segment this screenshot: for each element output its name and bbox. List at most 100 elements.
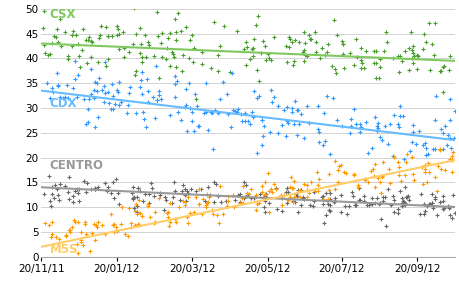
Point (394, 122, 401, 126)
Point (191, 189, 199, 194)
Point (447, 145, 454, 150)
Point (389, 198, 397, 202)
Point (57, 44, 64, 48)
Point (130, 6, 138, 11)
Point (171, 188, 179, 193)
Point (268, 99, 275, 104)
Point (249, 195, 257, 200)
Point (115, 201, 122, 206)
Point (172, 64, 179, 69)
Point (448, 150, 456, 154)
Point (103, 189, 111, 194)
Point (238, 201, 246, 205)
Point (83, 60, 90, 65)
Point (402, 195, 409, 200)
Point (394, 70, 402, 74)
Point (286, 184, 293, 189)
Point (144, 204, 151, 209)
Point (144, 201, 151, 206)
Point (134, 186, 141, 191)
Point (87, 55, 95, 60)
Point (110, 230, 118, 235)
Point (129, 185, 136, 190)
Point (408, 48, 415, 53)
Point (413, 53, 420, 58)
Point (144, 89, 151, 94)
Point (82, 190, 89, 195)
Point (112, 229, 120, 234)
Point (367, 202, 375, 206)
Point (389, 153, 396, 158)
Point (302, 183, 310, 188)
Point (282, 60, 290, 65)
Point (102, 25, 109, 30)
Point (105, 101, 112, 105)
Point (90, 87, 98, 92)
Point (92, 223, 100, 228)
Point (299, 182, 307, 186)
Point (102, 63, 109, 68)
Point (430, 195, 437, 200)
Point (230, 205, 237, 210)
Point (222, 199, 229, 204)
Point (267, 58, 274, 63)
Point (190, 129, 197, 133)
Point (50, 89, 57, 94)
Point (250, 37, 257, 42)
Point (381, 124, 388, 129)
Point (142, 55, 149, 59)
Point (127, 220, 134, 225)
Point (361, 178, 368, 183)
Point (438, 89, 446, 94)
Point (224, 112, 231, 117)
Point (394, 210, 401, 215)
Point (245, 57, 252, 62)
Point (94, 185, 101, 190)
Point (436, 200, 443, 204)
Point (151, 210, 158, 215)
Point (351, 203, 358, 208)
Point (95, 76, 102, 80)
Point (337, 39, 345, 43)
Point (227, 125, 235, 130)
Point (375, 180, 383, 185)
Point (416, 212, 423, 217)
Point (318, 195, 325, 200)
Point (91, 186, 98, 191)
Point (106, 191, 114, 196)
Point (101, 60, 108, 64)
Text: CENTRO: CENTRO (50, 159, 103, 172)
Point (168, 200, 175, 205)
Point (66, 229, 73, 234)
Point (345, 204, 352, 208)
Point (419, 182, 426, 186)
Point (196, 186, 204, 191)
Point (115, 47, 122, 52)
Point (427, 201, 434, 205)
Point (394, 207, 401, 212)
Point (114, 27, 121, 32)
Point (320, 53, 328, 57)
Point (109, 107, 116, 112)
Point (401, 201, 408, 206)
Point (286, 195, 293, 200)
Point (411, 141, 419, 146)
Point (289, 198, 296, 203)
Point (401, 159, 409, 164)
Point (73, 95, 81, 100)
Point (151, 220, 158, 225)
Point (184, 195, 191, 199)
Point (56, 94, 64, 99)
Point (256, 192, 263, 197)
Point (288, 186, 296, 191)
Point (439, 194, 446, 199)
Point (47, 235, 55, 239)
Point (364, 180, 371, 184)
Point (443, 133, 451, 137)
Point (424, 160, 431, 165)
Point (274, 131, 281, 136)
Point (332, 118, 340, 123)
Point (360, 193, 367, 198)
Point (84, 38, 92, 43)
Point (171, 95, 178, 99)
